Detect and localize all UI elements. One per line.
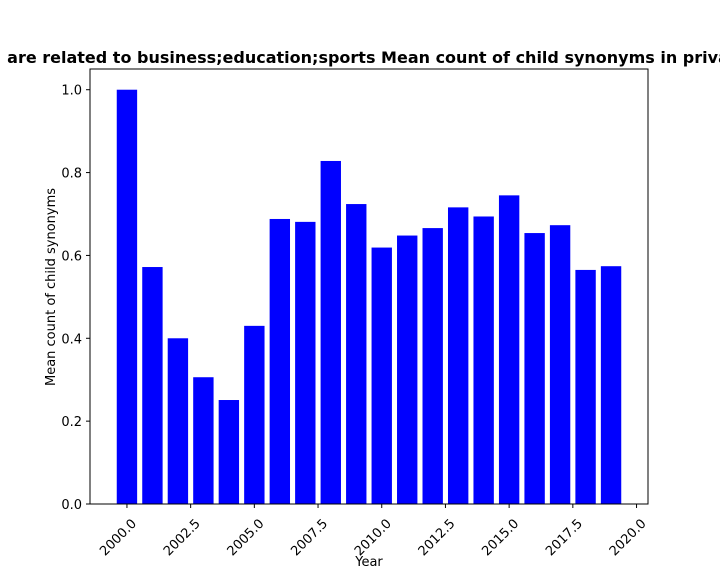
y-axis-label: Mean count of child synonyms: [44, 188, 59, 386]
bar-2007: [295, 221, 316, 504]
bar-2016: [524, 233, 545, 505]
bar-2004: [218, 400, 240, 504]
bar-2010: [371, 247, 392, 505]
bar-2013: [447, 207, 469, 504]
y-ticks: 0.0 0.2 0.4 0.6 0.8 1.0: [61, 84, 90, 513]
bar-2017: [549, 225, 571, 504]
bar-2012: [422, 228, 443, 505]
bars-group: [116, 89, 622, 505]
bar-2011: [397, 235, 418, 505]
x-axis-label: Year: [354, 555, 383, 570]
plot-frame: [89, 68, 649, 505]
y-tick-label: 0.6: [61, 249, 82, 264]
bar-2001: [142, 267, 163, 504]
bar-2008: [320, 160, 341, 504]
bar-2000: [116, 89, 138, 504]
bar-2019: [600, 266, 622, 504]
bar-2015: [498, 195, 520, 504]
bar-2003: [193, 377, 214, 504]
bar-2009: [346, 204, 367, 505]
y-tick-label: 0.8: [61, 167, 82, 182]
y-tick-label: 0.2: [61, 415, 82, 430]
bar-2006: [269, 218, 291, 504]
chart-title: are related to business;education;sports…: [7, 48, 720, 67]
y-tick-label: 1.0: [61, 84, 82, 99]
bar-2014: [473, 216, 494, 504]
y-tick-label: 0.4: [61, 332, 82, 347]
bar-2005: [244, 325, 265, 504]
y-tick-label: 0.0: [61, 498, 82, 513]
bar-2018: [575, 269, 596, 504]
bar-2002: [167, 338, 189, 504]
